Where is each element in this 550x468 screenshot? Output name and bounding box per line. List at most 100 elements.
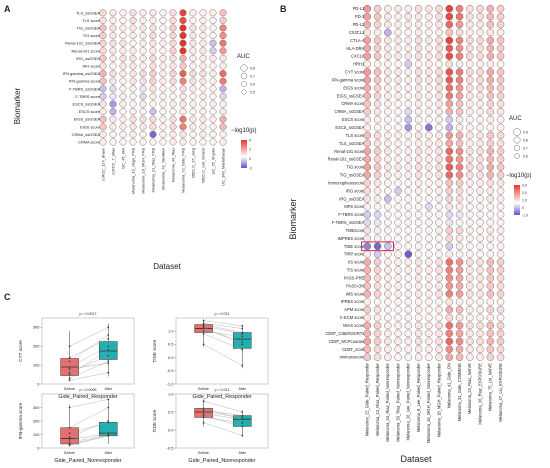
- boxplot-1-ytick-label: 0: [37, 381, 40, 386]
- panel-a-dot: [179, 138, 187, 146]
- panel-b-dot: [394, 12, 402, 21]
- panel-b-dot: [363, 345, 372, 353]
- panel-a-dot: [189, 9, 197, 17]
- panel-a-legend-auc-label: 0.5: [250, 90, 255, 94]
- panel-b-dot: [445, 84, 454, 92]
- panel-a-col-label: GC_45_Kim: [120, 148, 125, 169]
- panel-b-dot: [363, 147, 372, 155]
- panel-b-dot: [486, 266, 495, 274]
- panel-b-dot: [404, 44, 413, 53]
- panel-a-dot: [159, 92, 167, 100]
- panel-b-dot: [373, 100, 382, 108]
- boxplot-1-point: [107, 360, 110, 363]
- panel-b-legend-auc-label: 0.9: [523, 130, 528, 134]
- panel-b-dot: [425, 147, 433, 155]
- panel-b-dot: [404, 234, 413, 243]
- panel-b-dot: [435, 274, 443, 282]
- panel-b-dot: [414, 313, 423, 322]
- panel-b-dot: [455, 266, 464, 274]
- panel-b-dot: [363, 36, 372, 45]
- panel-a-dot: [99, 138, 107, 146]
- boxplot-2-point: [241, 332, 244, 335]
- panel-b-dot: [496, 171, 505, 179]
- panel-a-dot: [129, 100, 137, 108]
- panel-a-dot: [119, 115, 127, 123]
- panel-a-dot: [149, 70, 157, 78]
- panel-b-dot: [384, 337, 392, 346]
- panel-b-dot: [466, 115, 474, 124]
- panel-b-dot: [445, 234, 454, 243]
- boxplot-3-point: [68, 439, 71, 441]
- panel-a-dot: [179, 70, 187, 78]
- panel-b-dot: [445, 68, 454, 76]
- panel-b-dot: [486, 321, 495, 330]
- panel-b-dot: [414, 282, 423, 290]
- panel-b-dot: [476, 84, 484, 92]
- panel-b-dot: [425, 258, 433, 266]
- panel-b-dot: [445, 210, 454, 219]
- panel-a-dot: [169, 16, 177, 24]
- panel-b-dot: [496, 337, 505, 346]
- panel-b-dot: [455, 195, 464, 203]
- panel-b-row-label: CD8T_MCPcounter: [329, 339, 365, 344]
- boxplot-3-p-value: p = 0.0095: [79, 388, 96, 392]
- panel-a-colorbar-tick: 0: [249, 157, 251, 161]
- panel-b-dot: [363, 179, 372, 187]
- panel-b-dot: [486, 258, 495, 266]
- panel-b-dot: [445, 321, 454, 330]
- panel-a-dot: [209, 115, 217, 123]
- panel-a-dot: [209, 85, 217, 93]
- panel-b-dot: [445, 76, 454, 84]
- panel-a-col-label: Melanoma_42_VanAllen: [160, 148, 165, 190]
- boxplot-2-point: [202, 319, 205, 322]
- boxplot-3-pair-line: [69, 422, 109, 434]
- panel-b-dot: [496, 12, 505, 21]
- panel-b-dot: [435, 12, 443, 21]
- panel-b-dot: [414, 100, 423, 108]
- panel-b-dot: [414, 139, 423, 148]
- panel-b-dot: [394, 226, 402, 235]
- panel-b-dot: [496, 139, 505, 148]
- panel-b-dot: [455, 187, 464, 195]
- boxplot-2-pair-line: [203, 320, 243, 327]
- panel-b-row-label: Renal-101 score: [334, 149, 365, 154]
- panel-a-dot: [169, 70, 177, 78]
- panel-b-dot: [496, 84, 505, 92]
- panel-a-dot: [129, 92, 137, 100]
- panel-b-dot: [476, 187, 484, 195]
- panel-b-row-label: APM score: [344, 307, 365, 312]
- panel-b-dot: [496, 266, 505, 274]
- panel-b-row-label: C-ECM score: [340, 315, 365, 320]
- panel-a-dot: [219, 85, 227, 93]
- panel-b-dot: [455, 282, 464, 290]
- panel-b-dot: [425, 131, 433, 140]
- panel-a-dot: [149, 9, 157, 17]
- panel-b-dot: [425, 107, 433, 116]
- panel-a-dot: [159, 85, 167, 93]
- panel-b-dot: [404, 305, 413, 314]
- panel-b-col-label: Melanoma_18_MGH_Paired_Responder: [436, 362, 441, 437]
- boxplot-4-frame: [175, 393, 269, 449]
- panel-b-row-label: Renal-101_ssGSEA: [328, 157, 365, 162]
- panel-b-dot: [394, 282, 402, 290]
- panel-b-dot: [404, 337, 413, 346]
- panel-b-dot: [496, 52, 505, 60]
- panel-b-dot: [496, 250, 505, 258]
- boxplot-3-point: [107, 434, 110, 437]
- panel-b-dot: [363, 218, 372, 227]
- panel-b-col-label: Melanoma_50_Riaz_Paired_Nonresponder: [395, 362, 400, 441]
- panel-b-dot: [466, 4, 474, 13]
- boxplot-2-ytick-label: 0.0: [168, 355, 174, 360]
- panel-b-dot: [404, 290, 413, 298]
- panel-a-colorbar-tick: 4: [249, 138, 251, 142]
- panel-b-dot: [384, 52, 392, 60]
- panel-b-dot: [486, 28, 495, 37]
- panel-b-dot: [414, 92, 423, 100]
- panel-b-legend-auc-title: AUC: [509, 116, 522, 122]
- panel-b-dot: [404, 250, 413, 258]
- panel-b-dot: [476, 234, 484, 243]
- panel-a-dot: [209, 108, 217, 116]
- panel-b-row-label: PD-L1: [353, 6, 365, 11]
- panel-b-dot: [435, 258, 443, 266]
